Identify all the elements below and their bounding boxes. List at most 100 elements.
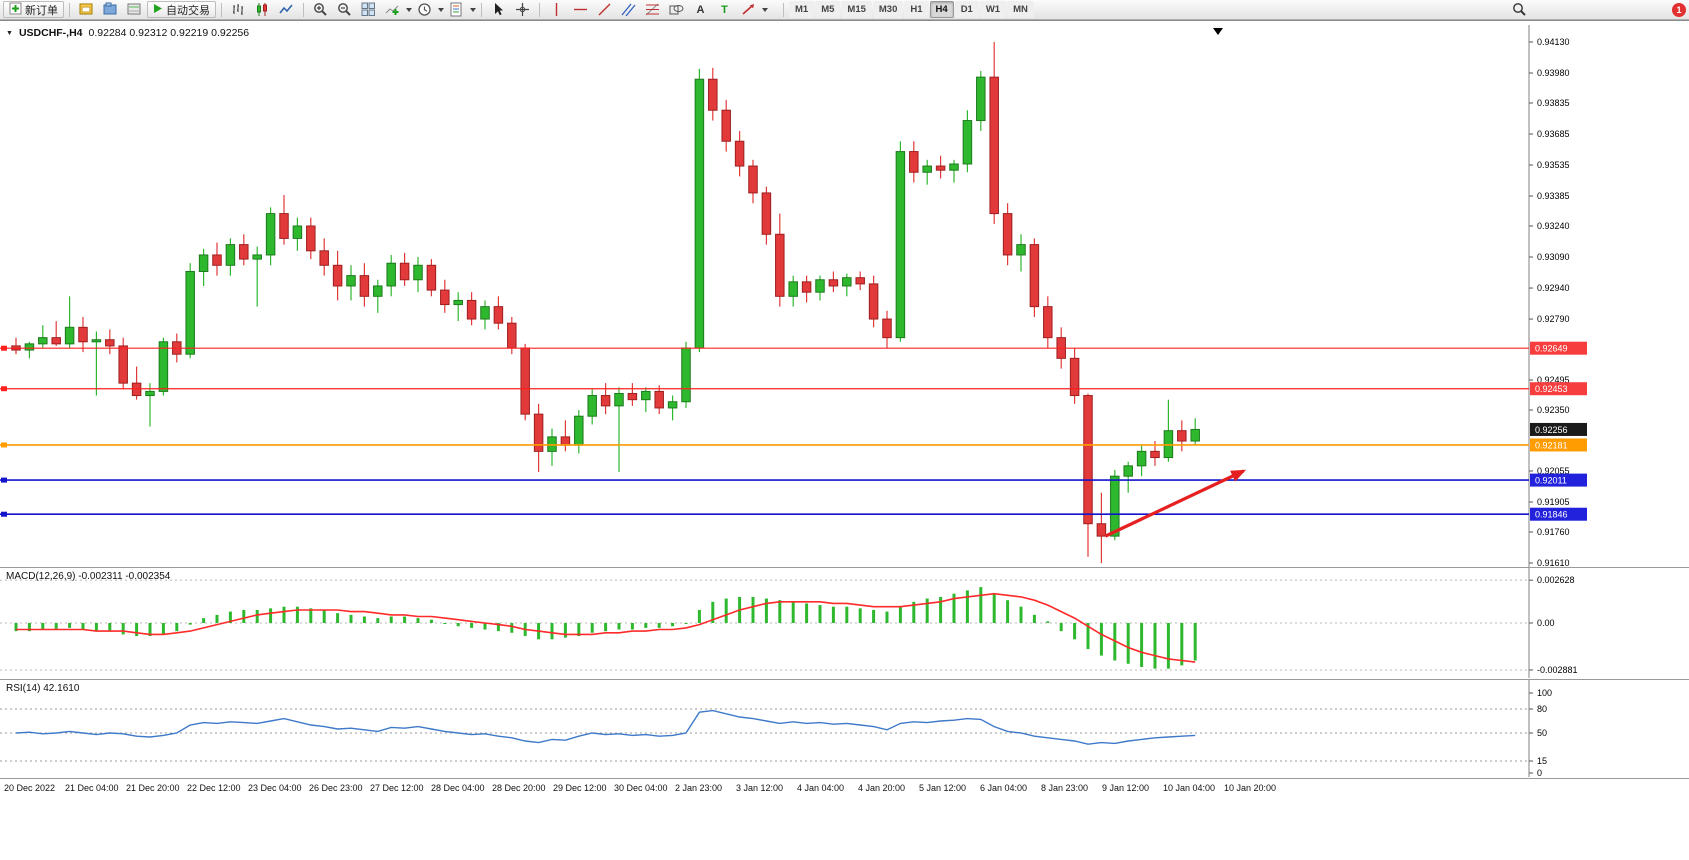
profiles-icon[interactable] — [99, 0, 122, 19]
candle-body — [868, 283, 879, 320]
timeframe-mn-button[interactable]: MN — [1007, 1, 1034, 18]
indicators-icon[interactable] — [381, 0, 404, 19]
periods-dropdown-icon[interactable] — [438, 7, 444, 12]
search-icon[interactable] — [1508, 0, 1531, 19]
macd-bar — [898, 606, 902, 623]
price-chart-canvas[interactable]: 0.94130 0.93980 0.93835 0.93685 0.93535 0.933… — [0, 25, 1689, 567]
trendline-tool-icon[interactable] — [593, 0, 616, 19]
fibonacci-tool-icon[interactable] — [641, 0, 664, 19]
candle-body — [373, 285, 383, 297]
tile-windows-icon[interactable] — [357, 0, 380, 19]
indicators-dropdown-icon[interactable] — [406, 7, 412, 12]
candle-body — [882, 318, 892, 339]
macd-bar — [336, 613, 340, 623]
zoom-in-icon[interactable] — [309, 0, 332, 19]
candle-body — [1190, 428, 1200, 442]
chart-window[interactable]: ▼ USDCHF-,H4 0.92284 0.92312 0.92219 0.9… — [0, 20, 1689, 860]
macd-bar — [1180, 623, 1184, 666]
macd-bar — [470, 623, 474, 628]
macd-bar — [1059, 623, 1063, 632]
macd-panel-canvas[interactable]: 0.002628 0.00 -0.002881 — [0, 568, 1689, 678]
macd-bar — [939, 596, 943, 623]
candle-body — [440, 289, 450, 306]
candlestick-chart-icon[interactable] — [251, 0, 274, 19]
candle-body — [1016, 244, 1026, 256]
arrows-dropdown-icon[interactable] — [762, 7, 768, 12]
line-anchor[interactable] — [1, 477, 7, 483]
macd-bar — [617, 623, 621, 630]
horizontal-line-tool-icon[interactable] — [569, 0, 592, 19]
new-order-button[interactable]: 新订单 — [3, 1, 64, 18]
templates-icon[interactable] — [445, 0, 468, 19]
price-axis-tick: 0.91760 — [1537, 527, 1570, 537]
macd-bar — [697, 609, 701, 623]
candle-body — [842, 277, 852, 287]
candle-body — [185, 270, 195, 355]
timeframe-w1-button[interactable]: W1 — [979, 1, 1007, 18]
candle-body — [681, 347, 691, 403]
timeframe-m15-button[interactable]: M15 — [841, 1, 872, 18]
line-anchor[interactable] — [1, 511, 7, 517]
periods-icon[interactable] — [413, 0, 436, 19]
macd-bar — [269, 608, 273, 623]
macd-bar — [108, 623, 112, 632]
line-anchor[interactable] — [1, 345, 7, 351]
candle-body — [198, 254, 209, 272]
timeframe-m5-button[interactable]: M5 — [815, 1, 841, 18]
scroll-marker-icon[interactable] — [1213, 28, 1223, 35]
crosshair-icon[interactable] — [511, 0, 534, 19]
terminal-icon[interactable] — [123, 0, 146, 19]
rsi-line — [15, 709, 1196, 745]
line-anchor[interactable] — [1, 442, 7, 448]
text-tool-icon[interactable]: A — [696, 3, 705, 16]
candle-body — [895, 151, 906, 339]
timeframe-h1-button[interactable]: H1 — [904, 1, 929, 18]
timeframe-h4-button[interactable]: H4 — [929, 1, 954, 18]
price-badge — [1530, 507, 1587, 521]
macd-bar — [389, 616, 393, 623]
timeframe-d1-button[interactable]: D1 — [954, 1, 979, 18]
candle-body — [775, 233, 785, 297]
macd-bar — [322, 609, 326, 623]
auto-trading-button[interactable]: 自动交易 — [147, 1, 216, 18]
toolbar-separator — [221, 2, 222, 17]
zoom-out-icon[interactable] — [333, 0, 356, 19]
play-icon — [153, 3, 163, 17]
vertical-line-tool-icon[interactable] — [545, 0, 568, 19]
arrows-tool-icon[interactable] — [737, 0, 760, 19]
macd-label: MACD(12,26,9) -0.002311 -0.002354 — [6, 571, 171, 582]
macd-bar — [925, 598, 929, 623]
panel-divider[interactable] — [0, 567, 1689, 568]
macd-bar — [805, 603, 809, 623]
panel-divider[interactable] — [0, 679, 1689, 680]
macd-bar — [1193, 623, 1197, 661]
time-axis-label: 10 Jan 20:00 — [1224, 783, 1277, 793]
timeframe-m30-button[interactable]: M30 — [872, 1, 904, 18]
macd-bar — [778, 600, 782, 623]
candle-body — [547, 436, 557, 452]
candle-body — [480, 306, 490, 320]
rsi-panel-canvas[interactable]: 100 80 50 15 0 — [0, 680, 1689, 777]
charts-icon[interactable] — [75, 0, 98, 19]
notification-badge[interactable]: 1 — [1672, 2, 1686, 17]
shapes-tool-icon[interactable] — [665, 0, 688, 19]
line-anchor[interactable] — [1, 386, 7, 392]
rsi-axis-tick: 80 — [1537, 704, 1547, 714]
bar-chart-icon[interactable] — [227, 0, 250, 19]
trend-arrow[interactable] — [1104, 469, 1247, 538]
templates-dropdown-icon[interactable] — [470, 7, 476, 12]
text-label-tool-icon[interactable]: T — [721, 3, 728, 16]
chart-dropdown-icon[interactable]: ▼ — [6, 29, 13, 37]
line-chart-icon[interactable] — [275, 0, 298, 19]
candle-body — [131, 382, 142, 397]
candle-body — [453, 299, 463, 306]
price-badge — [1530, 382, 1587, 396]
price-axis-tick: 0.91610 — [1537, 558, 1570, 567]
channel-tool-icon[interactable] — [617, 0, 640, 19]
macd-bar — [563, 623, 567, 638]
time-axis[interactable]: 20 Dec 2022 21 Dec 04:00 21 Dec 20:00 22 De… — [0, 779, 1689, 803]
cursor-icon[interactable] — [487, 0, 510, 19]
auto-trading-label: 自动交易 — [166, 4, 210, 17]
timeframe-m1-button[interactable]: M1 — [789, 1, 815, 18]
candle-body — [51, 337, 61, 345]
